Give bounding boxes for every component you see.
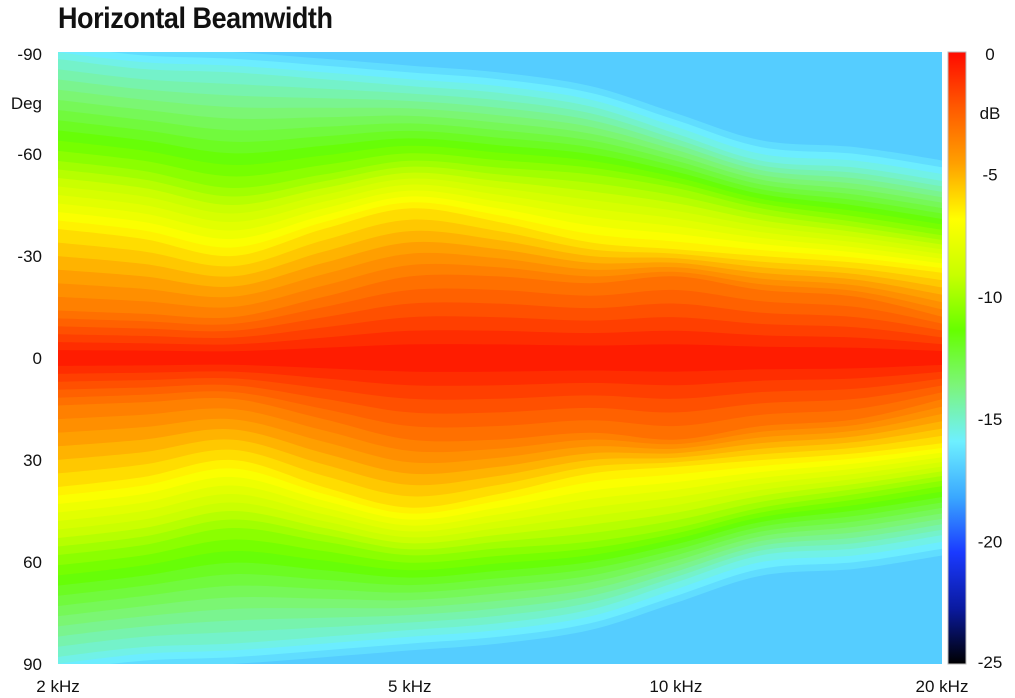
x-tick-label: 2 kHz [36, 677, 79, 696]
x-tick-label: 5 kHz [388, 677, 431, 696]
y-tick-label: -30 [17, 247, 42, 266]
colorbar-tick-label: -5 [982, 165, 997, 184]
colorbar-label: dB [980, 104, 1001, 123]
y-tick-label: 60 [23, 553, 42, 572]
y-axis-ticks: -90 -60 -30 0 30 60 90 Deg [11, 45, 42, 674]
colorbar-scale [947, 51, 967, 665]
colorbar-tick-label: -20 [978, 533, 1003, 552]
y-tick-label: 90 [23, 655, 42, 674]
y-axis-label: Deg [11, 94, 42, 113]
y-tick-label: -60 [17, 145, 42, 164]
x-tick-label: 20 kHz [916, 677, 969, 696]
colorbar-tick-label: 0 [985, 45, 994, 64]
heatmap-band [58, 344, 942, 372]
y-tick-label: -90 [17, 45, 42, 64]
y-tick-label: 0 [33, 349, 42, 368]
colorbar-tick-label: -25 [978, 653, 1003, 672]
colorbar-tick-label: -15 [978, 410, 1003, 429]
y-tick-label: 30 [23, 451, 42, 470]
x-axis-ticks: 2 kHz 5 kHz 10 kHz 20 kHz [36, 677, 968, 696]
heatmap-bands [58, 52, 942, 664]
colorbar: 0 -5 -10 -15 -20 -25 dB [947, 45, 1003, 672]
x-tick-label: 10 kHz [649, 677, 702, 696]
chart-title: Horizontal Beamwidth [58, 2, 333, 35]
colorbar-tick-label: -10 [978, 288, 1003, 307]
